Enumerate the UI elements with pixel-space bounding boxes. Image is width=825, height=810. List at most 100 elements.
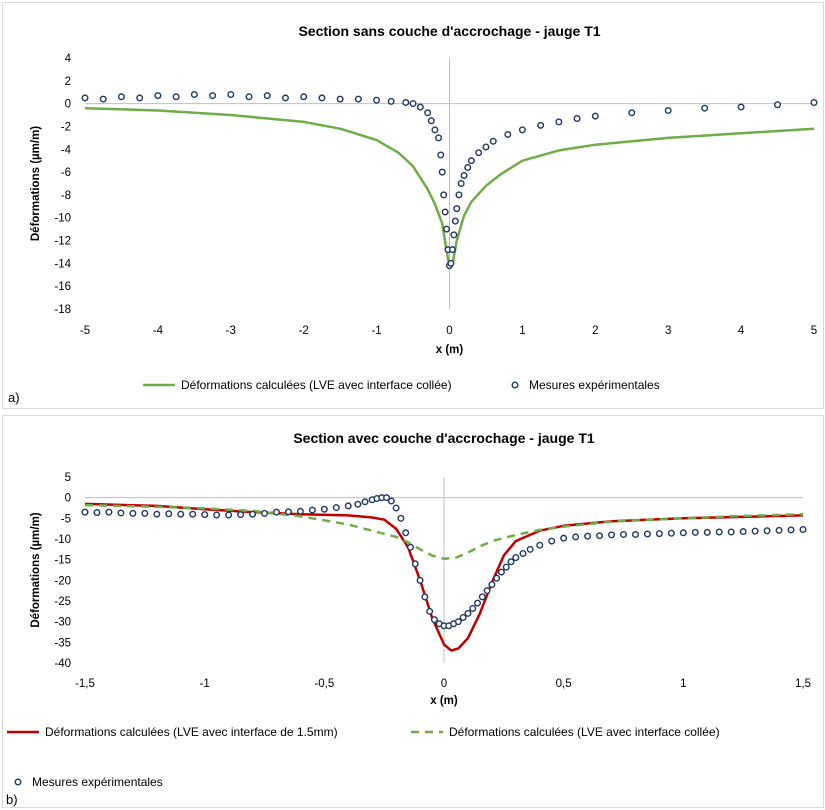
data-point xyxy=(93,509,101,517)
data-point xyxy=(628,109,636,117)
data-point xyxy=(373,96,381,104)
data-point xyxy=(460,172,468,180)
data-point xyxy=(105,508,113,516)
data-point xyxy=(411,560,419,568)
data-point xyxy=(136,94,144,102)
y-tick-label: -2 xyxy=(61,121,71,133)
data-point xyxy=(739,528,747,536)
data-point xyxy=(572,533,580,541)
data-point xyxy=(177,510,185,518)
data-point xyxy=(441,208,449,216)
chart-panel-b: Section avec couche d'accrochage - jauge… xyxy=(2,415,824,808)
data-point xyxy=(457,179,465,187)
data-point xyxy=(763,527,771,535)
data-point xyxy=(227,91,235,99)
data-point xyxy=(189,510,197,518)
data-point xyxy=(117,93,125,101)
data-point xyxy=(483,587,491,595)
data-point xyxy=(518,126,526,134)
panel-label: a) xyxy=(8,390,20,405)
y-tick-label: -30 xyxy=(54,617,71,629)
data-point xyxy=(336,95,344,103)
data-point xyxy=(383,494,391,502)
data-point xyxy=(249,510,257,518)
y-tick-label: 0 xyxy=(65,493,71,505)
chart-panel-a: Section sans couche d'accrochage - jauge… xyxy=(2,2,824,409)
data-point xyxy=(416,576,424,584)
data-point xyxy=(787,526,795,534)
y-tick-label: 4 xyxy=(65,53,72,65)
x-tick-label: 4 xyxy=(738,325,745,337)
data-point xyxy=(643,530,651,538)
y-tick-label: 2 xyxy=(65,76,71,88)
data-point xyxy=(392,504,400,512)
data-point xyxy=(507,558,515,566)
legend-label: Déformations calculées (LVE avec interfa… xyxy=(45,725,338,739)
x-tick-label: 0 xyxy=(446,325,452,337)
y-axis-label: Déformations (µm/m) xyxy=(30,126,42,241)
data-point xyxy=(489,137,497,145)
data-point xyxy=(548,537,556,545)
data-point xyxy=(715,528,723,536)
data-point xyxy=(430,616,438,624)
data-point xyxy=(448,246,456,254)
data-point xyxy=(209,92,217,100)
data-point xyxy=(318,94,326,102)
data-point xyxy=(679,529,687,537)
data-point xyxy=(751,527,759,535)
y-tick-label: -8 xyxy=(61,190,71,202)
y-tick-label: -40 xyxy=(54,658,71,670)
data-point xyxy=(774,101,782,109)
data-point xyxy=(620,530,628,538)
x-axis-label: x (m) xyxy=(436,344,464,356)
data-point xyxy=(427,117,435,125)
data-point xyxy=(536,541,544,549)
data-point xyxy=(165,510,173,518)
data-point xyxy=(727,528,735,536)
y-tick-label: -6 xyxy=(61,167,71,179)
panel-label: b) xyxy=(6,792,18,807)
data-point xyxy=(454,618,462,626)
data-point xyxy=(775,526,783,534)
data-point xyxy=(261,509,269,517)
data-point xyxy=(225,511,233,519)
data-point xyxy=(450,231,458,239)
data-point xyxy=(691,528,699,536)
x-tick-label: -5 xyxy=(80,325,90,337)
data-point xyxy=(332,504,340,512)
data-point xyxy=(482,143,490,151)
data-point xyxy=(406,543,414,551)
chart-b-svg: Section avec couche d'accrochage - jauge… xyxy=(6,430,811,807)
y-tick-label: -16 xyxy=(54,281,71,293)
x-tick-label: -2 xyxy=(299,325,309,337)
data-point xyxy=(245,93,253,101)
data-point xyxy=(354,95,362,103)
data-point xyxy=(443,225,451,233)
data-point xyxy=(467,157,475,165)
data-point xyxy=(584,532,592,540)
data-point xyxy=(409,100,417,108)
x-tick-label: 0,5 xyxy=(556,678,572,690)
data-point xyxy=(737,103,745,111)
x-tick-label: -1 xyxy=(200,678,210,690)
y-tick-label: -20 xyxy=(54,575,71,587)
data-point xyxy=(701,104,709,112)
data-point xyxy=(703,528,711,536)
data-point xyxy=(608,531,616,539)
data-point xyxy=(799,525,807,533)
legend-label: Déformations calculées (LVE avec interfa… xyxy=(181,378,452,392)
data-point xyxy=(201,511,209,519)
y-tick-label: -12 xyxy=(54,236,71,248)
data-point xyxy=(526,545,534,553)
data-point xyxy=(354,500,362,508)
x-tick-label: 1 xyxy=(680,678,686,690)
y-tick-label: -10 xyxy=(54,534,71,546)
data-point xyxy=(447,259,455,267)
data-point xyxy=(272,508,280,516)
data-point xyxy=(99,95,107,103)
legend-label: Mesures expérimentales xyxy=(32,775,163,789)
series-line-0 xyxy=(84,502,804,652)
x-tick-label: -3 xyxy=(226,325,236,337)
data-point xyxy=(810,98,818,106)
data-point xyxy=(213,511,221,519)
